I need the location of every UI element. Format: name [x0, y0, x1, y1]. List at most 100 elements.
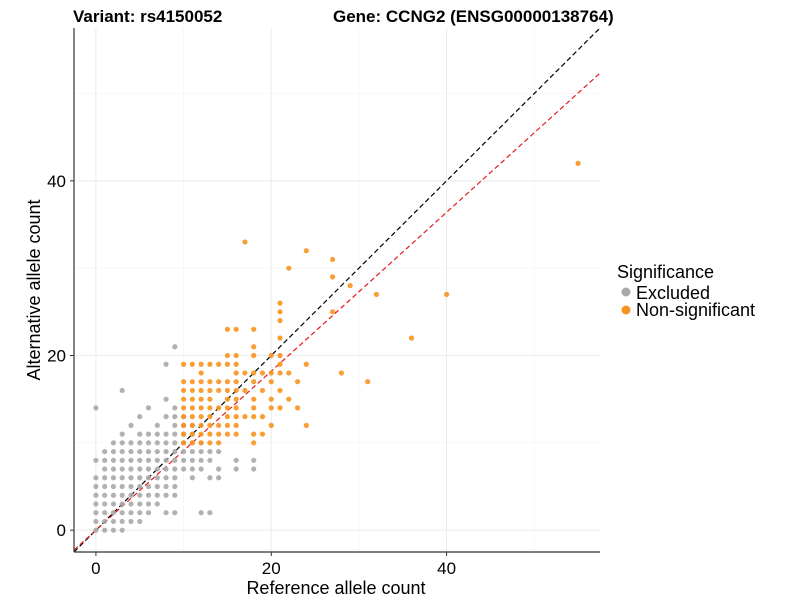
point-excluded [137, 501, 143, 507]
point-non-significant [277, 317, 283, 324]
point-non-significant [180, 422, 187, 428]
point-non-significant [251, 396, 257, 402]
point-excluded [119, 431, 125, 437]
point-non-significant [303, 361, 309, 367]
point-non-significant [224, 414, 231, 420]
point-non-significant [286, 370, 292, 376]
point-excluded [128, 440, 134, 446]
data-points [93, 160, 581, 533]
point-non-significant [259, 431, 266, 437]
point-excluded [93, 457, 99, 463]
point-excluded [128, 466, 134, 472]
point-non-significant [251, 344, 257, 350]
point-excluded [93, 483, 99, 490]
point-non-significant [198, 405, 204, 411]
point-excluded [172, 414, 178, 420]
point-excluded [137, 466, 143, 472]
point-non-significant [251, 405, 257, 411]
point-excluded [137, 448, 143, 455]
point-non-significant [443, 291, 450, 297]
point-non-significant [277, 335, 283, 341]
point-non-significant [198, 379, 204, 385]
point-non-significant [180, 414, 187, 420]
reference-line-identity [73, 27, 601, 553]
point-excluded [172, 344, 178, 350]
point-non-significant [224, 326, 231, 332]
point-excluded [163, 457, 169, 463]
axes [73, 28, 600, 553]
point-excluded [163, 361, 169, 367]
point-excluded [128, 501, 134, 507]
point-excluded [207, 457, 213, 463]
point-excluded [172, 448, 178, 455]
point-non-significant [189, 361, 195, 367]
point-non-significant [251, 379, 257, 385]
point-excluded [119, 457, 125, 463]
point-excluded [119, 387, 125, 394]
legend-swatch-excluded [621, 287, 631, 297]
y-tick-label: 40 [47, 172, 66, 191]
point-non-significant [277, 405, 283, 411]
point-non-significant [180, 387, 187, 394]
point-non-significant [233, 414, 239, 420]
point-excluded [128, 457, 134, 463]
point-excluded [207, 448, 213, 455]
point-excluded [180, 448, 187, 455]
point-excluded [145, 510, 152, 516]
point-excluded [172, 405, 178, 411]
point-excluded [172, 483, 178, 490]
point-non-significant [224, 405, 231, 411]
point-non-significant [242, 414, 248, 420]
point-excluded [163, 475, 169, 481]
point-non-significant [189, 405, 195, 411]
point-non-significant [198, 414, 204, 420]
point-non-significant [277, 300, 283, 306]
point-non-significant [259, 387, 266, 394]
point-excluded [128, 422, 134, 428]
reference-line-fit [73, 72, 601, 551]
point-non-significant [268, 352, 274, 359]
point-non-significant [233, 422, 239, 428]
point-non-significant [330, 309, 336, 315]
point-excluded [154, 475, 160, 481]
reference-lines [73, 27, 601, 553]
point-excluded [110, 492, 117, 498]
point-non-significant [251, 370, 257, 376]
point-non-significant [233, 379, 239, 385]
point-non-significant [242, 370, 248, 376]
point-excluded [154, 492, 160, 498]
point-excluded [137, 440, 143, 446]
point-non-significant [198, 422, 204, 428]
legend-label-excluded: Excluded [636, 283, 710, 303]
point-excluded [110, 448, 117, 455]
point-excluded [163, 466, 169, 472]
legend: Significance Excluded Non-significant [617, 262, 755, 320]
point-non-significant [365, 379, 371, 385]
point-excluded [198, 448, 204, 455]
point-excluded [93, 475, 99, 481]
point-non-significant [180, 379, 187, 385]
point-excluded [154, 448, 160, 455]
point-excluded [180, 457, 187, 463]
point-non-significant [233, 405, 239, 411]
point-non-significant [216, 379, 222, 385]
point-non-significant [198, 387, 204, 394]
point-excluded [110, 457, 117, 463]
point-excluded [189, 475, 195, 481]
point-excluded [102, 510, 108, 516]
point-excluded [154, 422, 160, 428]
point-non-significant [189, 422, 195, 428]
point-non-significant [198, 370, 204, 376]
point-non-significant [207, 396, 213, 402]
point-non-significant [408, 335, 415, 341]
x-tick-label: 40 [437, 559, 456, 578]
point-excluded [154, 457, 160, 463]
point-non-significant [207, 405, 213, 411]
point-excluded [163, 396, 169, 402]
point-excluded [154, 440, 160, 446]
point-excluded [145, 448, 152, 455]
point-excluded [145, 501, 152, 507]
point-non-significant [198, 396, 204, 402]
point-non-significant [224, 396, 231, 402]
point-excluded [128, 510, 134, 516]
